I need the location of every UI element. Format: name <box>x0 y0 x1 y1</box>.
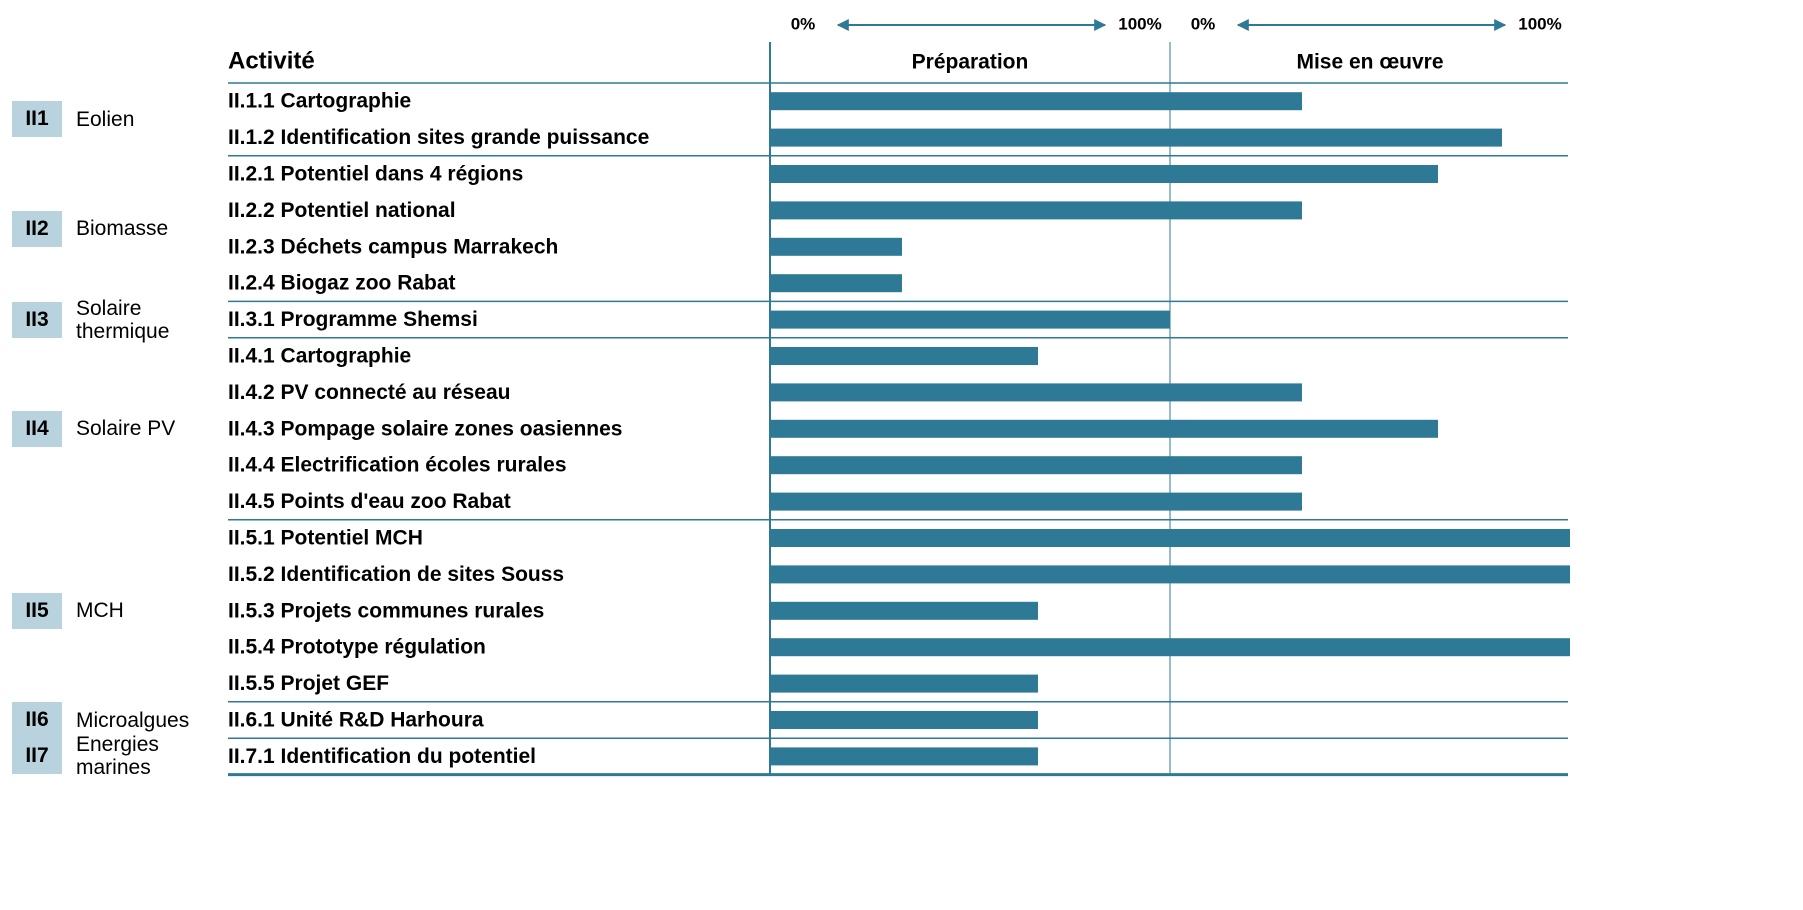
group-name: Solaire PV <box>76 417 176 441</box>
bar <box>770 92 1170 111</box>
group-name: MCH <box>76 599 124 623</box>
bar <box>770 638 1170 657</box>
group-code: II6 <box>12 702 62 738</box>
x-tick-label: 0% <box>791 14 816 33</box>
row-label: II.2.4 Biogaz zoo Rabat <box>228 272 456 295</box>
bar <box>1170 419 1438 438</box>
bar <box>770 747 1038 766</box>
row-label: II.3.1 Programme Shemsi <box>228 308 478 331</box>
bar <box>770 529 1170 547</box>
group-name: Microalgues <box>76 708 190 732</box>
bar <box>1170 201 1302 220</box>
bar <box>1170 565 1570 584</box>
bar <box>1170 383 1302 402</box>
series-header: Préparation <box>912 51 1029 74</box>
bar <box>770 711 1038 729</box>
row-label: II.5.3 Projets communes rurales <box>228 599 544 622</box>
bar <box>770 492 1170 511</box>
bar <box>770 128 1170 147</box>
bar <box>770 383 1170 402</box>
row-label: II.5.5 Projet GEF <box>228 672 389 695</box>
group-code: II4 <box>12 410 62 447</box>
group-code: II7 <box>12 738 62 775</box>
row-label: II.1.1 Cartographie <box>228 90 411 113</box>
bar <box>770 674 1038 693</box>
bar <box>770 347 1038 365</box>
bar <box>1170 529 1570 547</box>
bar <box>770 165 1170 183</box>
row-label: II.5.4 Prototype régulation <box>228 636 486 659</box>
group-code: II1 <box>12 101 62 138</box>
group-code: II2 <box>12 210 62 247</box>
column-header: Activité <box>228 47 315 74</box>
bar <box>770 601 1038 620</box>
group-code: II5 <box>12 592 62 629</box>
row-label: II.5.2 Identification de sites Souss <box>228 563 564 586</box>
bar <box>1170 128 1502 147</box>
x-tick-label: 0% <box>1191 14 1216 33</box>
group-name: Biomasse <box>76 217 169 241</box>
row-label: II.2.3 Déchets campus Marrakech <box>228 235 558 258</box>
row-label: II.1.2 Identification sites grande puiss… <box>228 126 649 149</box>
row-label: II.4.3 Pompage solaire zones oasiennes <box>228 417 623 440</box>
row-label: II.6.1 Unité R&D Harhoura <box>228 709 484 732</box>
bar <box>1170 456 1302 475</box>
group-name: Eolien <box>76 107 135 131</box>
row-label: II.4.4 Electrification écoles rurales <box>228 454 567 477</box>
row-label: II.2.1 Potentiel dans 4 régions <box>228 163 523 186</box>
bar <box>770 274 902 293</box>
row-label: II.2.2 Potentiel national <box>228 199 456 222</box>
bar <box>1170 638 1570 657</box>
series-header: Mise en œuvre <box>1296 51 1443 74</box>
group-name: Energies marines <box>76 733 159 780</box>
bar <box>770 419 1170 438</box>
row-label: II.4.2 PV connecté au réseau <box>228 381 510 404</box>
bar <box>770 201 1170 220</box>
row-label: II.7.1 Identification du potentiel <box>228 745 536 768</box>
x-tick-label: 100% <box>1118 14 1161 33</box>
row-label: II.5.1 Potentiel MCH <box>228 527 423 550</box>
bar <box>1170 92 1302 111</box>
row-label: II.4.5 Points d'eau zoo Rabat <box>228 490 511 513</box>
row-label: II.4.1 Cartographie <box>228 345 411 368</box>
bar <box>1170 492 1302 511</box>
bar <box>770 310 1170 329</box>
x-tick-label: 100% <box>1518 14 1561 33</box>
bar <box>770 456 1170 475</box>
group-code: II3 <box>12 301 62 338</box>
bar <box>1170 165 1438 183</box>
bar <box>770 237 902 256</box>
bar <box>770 565 1170 584</box>
group-name: Solaire thermique <box>76 296 170 343</box>
